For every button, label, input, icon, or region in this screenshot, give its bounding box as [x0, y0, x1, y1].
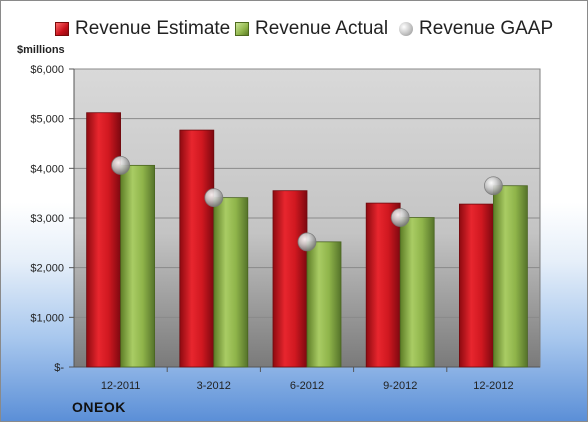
x-tick-label: 9-2012	[383, 380, 417, 392]
legend-swatch-estimate	[55, 22, 69, 36]
bar-revenue-actual	[213, 197, 249, 368]
bar-revenue-actual	[306, 241, 342, 368]
bar-revenue-estimate	[458, 203, 494, 368]
marker-revenue-gaap	[204, 188, 224, 208]
x-axis-ticks: 12-2011 3-2012 6-2012 9-2012 12-2012	[101, 367, 514, 392]
bar-revenue-estimate	[86, 112, 121, 368]
bar-revenue-estimate	[179, 129, 215, 368]
marker-revenue-gaap	[483, 176, 503, 196]
y-tick-label: $6,000	[30, 64, 64, 76]
x-tick-label: 12-2012	[473, 380, 513, 392]
bars	[86, 112, 528, 368]
legend-label-gaap: Revenue GAAP	[419, 18, 554, 39]
bar-revenue-estimate	[365, 202, 401, 368]
legend-swatch-actual	[235, 22, 249, 36]
bar-revenue-actual	[399, 217, 435, 368]
marker-revenue-gaap	[390, 208, 410, 227]
legend-swatch-gaap	[399, 22, 413, 36]
legend-item-actual: Revenue Actual	[235, 15, 388, 43]
legend-label-actual: Revenue Actual	[255, 18, 389, 39]
legend: Revenue Estimate Revenue Actual Revenue …	[1, 15, 587, 43]
x-tick-label: 6-2012	[290, 380, 324, 392]
legend-item-estimate: Revenue Estimate	[55, 15, 230, 43]
legend-item-gaap: Revenue GAAP	[399, 15, 553, 43]
bar-revenue-estimate	[272, 190, 308, 368]
legend-label-estimate: Revenue Estimate	[75, 18, 231, 39]
marker-revenue-gaap	[111, 155, 130, 175]
x-tick-label: 12-2011	[101, 380, 141, 392]
gaap-markers	[111, 155, 503, 252]
y-tick-label: $2,000	[30, 263, 64, 275]
y-tick-label: $-	[54, 362, 64, 374]
company-name: ONEOK	[72, 399, 126, 415]
y-tick-label: $3,000	[30, 213, 64, 225]
bar-revenue-actual	[120, 164, 155, 368]
y-tick-label: $4,000	[30, 163, 64, 175]
marker-revenue-gaap	[297, 232, 317, 252]
bar-revenue-actual	[492, 185, 528, 368]
y-tick-label: $5,000	[30, 114, 64, 126]
y-axis-unit-label: $millions	[17, 44, 65, 56]
x-tick-label: 3-2012	[197, 380, 231, 392]
y-tick-label: $1,000	[30, 312, 64, 324]
